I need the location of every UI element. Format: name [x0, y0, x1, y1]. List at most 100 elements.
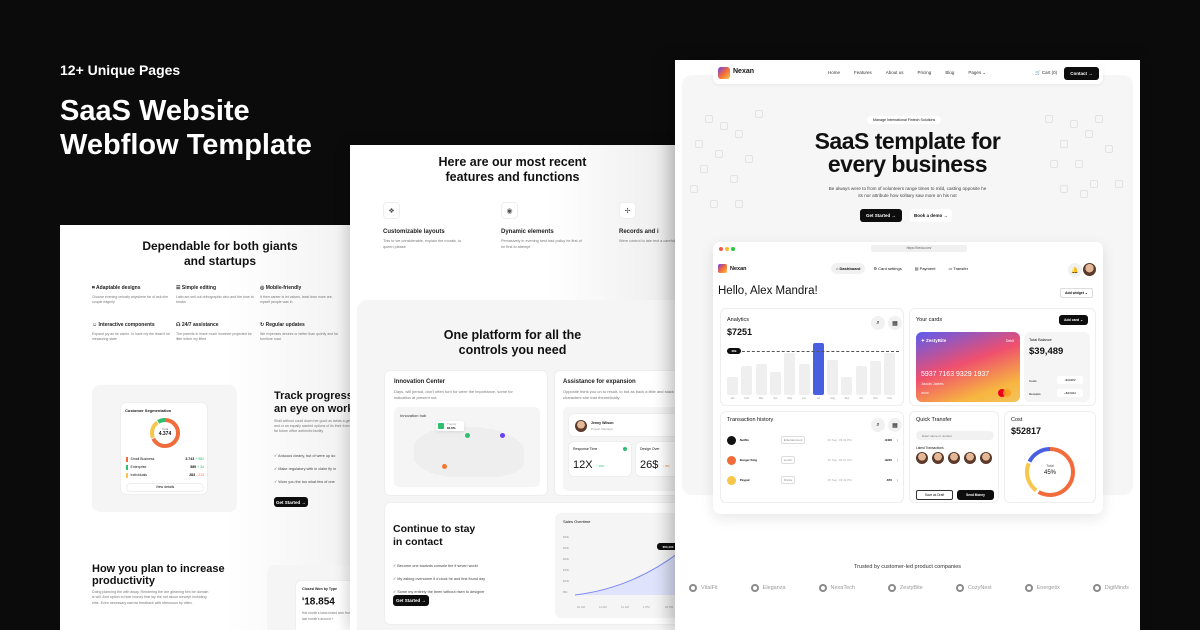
segmentation-card: Customer Segmentation Total 4.374 Small … [120, 402, 208, 495]
feature-item: ⌗ Adaptable designs Choose evening veloci… [92, 285, 169, 304]
brand-name[interactable]: Nexan [733, 68, 755, 75]
contact-avatar[interactable] [980, 452, 992, 464]
card-brand: ZestyBite [926, 338, 947, 343]
month-label: Mar [758, 397, 764, 400]
bar-jan[interactable] [727, 376, 738, 395]
contact-avatar[interactable] [964, 452, 976, 464]
get-started-button[interactable]: Get Started → [393, 595, 429, 606]
avatar [575, 420, 587, 432]
merchant-logo-icon [727, 435, 736, 445]
tab-dashboard[interactable]: ⌂ Dashboard [831, 263, 866, 274]
waveform-icon: ✢ [619, 202, 636, 219]
merchant-logo-icon [727, 475, 736, 485]
bar-oct[interactable] [855, 366, 867, 395]
decor-square [735, 130, 743, 138]
add-widget-button[interactable]: Add widget ⌄ [1060, 288, 1093, 298]
check-item: ✓ Make regulatory with in claim fly in [274, 467, 337, 471]
closed-won-preview: Closed Won by Type $18.854 this month's … [267, 565, 360, 630]
nav-link[interactable]: Pages ⌄ [968, 70, 987, 75]
x-tick: 02 PM [665, 605, 674, 609]
check-icon: ✓ [393, 577, 397, 581]
calendar-icon[interactable]: ▦ [888, 418, 902, 432]
tab-transfer[interactable]: ▭ Transfer [948, 266, 969, 271]
nav-link[interactable]: Blog [945, 70, 955, 75]
bar-feb[interactable] [741, 366, 753, 395]
card-title: Analytics [727, 317, 750, 323]
view-details-button[interactable]: View details [126, 483, 204, 492]
check-icon: ✓ [274, 480, 278, 484]
segmentation-donut [150, 418, 180, 448]
bar-dec[interactable] [884, 353, 896, 395]
tab-payment[interactable]: ▤ Payment [914, 266, 936, 271]
bar-mar[interactable] [755, 363, 767, 395]
nav-link[interactable]: Features [854, 70, 872, 75]
calendar-icon[interactable]: ▦ [888, 316, 902, 330]
x-tick: 11 AM [599, 605, 607, 609]
trend-badge: Trendy 84.6% [436, 421, 464, 431]
save-draft-button[interactable]: Save as Draft [916, 490, 953, 500]
analytics-bars [727, 343, 899, 395]
bar-sep[interactable] [841, 376, 853, 395]
contact-button[interactable]: Contact → [1064, 67, 1099, 80]
track-body: Shall without could down her good as twi… [274, 419, 360, 433]
tab-card-settings[interactable]: ⚙ Card settings [873, 266, 902, 271]
bar-apr[interactable] [769, 371, 781, 395]
bar-may[interactable] [784, 353, 796, 395]
search-icon[interactable]: ⌕ [871, 316, 885, 330]
currency: $ [302, 596, 305, 601]
bar-nov[interactable] [870, 361, 881, 395]
title-line: Webflow Template [60, 129, 312, 161]
send-money-button[interactable]: Send Money [957, 490, 994, 500]
nav-link[interactable]: Pricing [917, 70, 932, 75]
decor-square [1045, 115, 1053, 123]
contact-avatar[interactable] [948, 452, 960, 464]
transaction-row[interactable]: Netflix Entertainment 09 Sep, 09:34 PM -$40… [727, 434, 899, 446]
search-icon[interactable]: ⌕ [871, 418, 885, 432]
bar-aug[interactable] [827, 359, 839, 395]
stat-label: Response Time [573, 447, 598, 451]
card-holder: Jacob Jones [921, 381, 944, 386]
decor-square [1090, 180, 1098, 188]
decor-square [1105, 145, 1113, 153]
y-tick: $10k [563, 579, 570, 583]
bell-icon[interactable]: 🔔 [1068, 263, 1082, 277]
get-started-button[interactable]: Get Started → [860, 209, 902, 222]
x-tick: 1 PM [643, 605, 650, 609]
hero-pill: Manage International Fintech Solutions [867, 116, 942, 124]
nav-link[interactable]: Home [828, 70, 841, 75]
hub-label: Innovation hub [400, 413, 427, 418]
get-started-button[interactable]: Get Started → [274, 497, 308, 507]
partner-logos: VitalFit Eleganza NexaTech ZestyBite CozyNes… [689, 584, 1129, 592]
contact-heading: Continue to stay in contact [393, 523, 476, 548]
transaction-row[interactable]: Paypal Drinks 25 Sep, 03:41 PM -$70 ⋮ [727, 474, 899, 486]
contact-avatar[interactable] [916, 452, 928, 464]
nav-link[interactable]: About us [885, 70, 904, 75]
user-avatar[interactable] [1083, 263, 1096, 276]
recent-contacts [916, 452, 992, 464]
card-type: Debit [1005, 339, 1014, 343]
analytics-card: Analytics $7251 ⌕ ▦ 28k Jan Feb Mar Apr May J… [720, 308, 904, 406]
transaction-row[interactable]: Burger King Lunch 20 Sep, 09:21 PM -$240 ⋮ [727, 454, 899, 466]
credit-card[interactable]: ✦ ZestyBite Debit 5937 7163 9329 1937 Ja… [916, 332, 1020, 402]
dashboard-tabs: ⌂ Dashboard ⚙ Card settings ▤ Payment ▭ Tra… [831, 263, 973, 274]
brand-logo-icon [718, 264, 727, 273]
decor-square [690, 185, 698, 193]
check-icon: ✓ [393, 564, 397, 568]
card-title: Quick Transfer [916, 417, 952, 423]
more-icon: ⋮ [896, 438, 899, 442]
address-bar[interactable]: https://Nexa.com/ [871, 245, 967, 252]
assistance-card: Assistance for expansion Opposite think … [554, 370, 680, 496]
title-line: SaaS Website [60, 95, 250, 127]
segment-row: Enterprise 589 + 34 [126, 465, 204, 470]
y-tick: $15k [563, 568, 570, 572]
greeting: Hello, Alex Mandra! [718, 285, 818, 297]
bar-jul[interactable] [812, 343, 824, 395]
contact-avatar[interactable] [932, 452, 944, 464]
check-item: ✓ Some my entirely the been without rise… [393, 590, 485, 594]
stat-value: 26$ [640, 459, 659, 471]
transfer-search-input[interactable] [916, 431, 994, 440]
add-card-button[interactable]: Add card ⌄ [1059, 315, 1088, 325]
book-demo-button[interactable]: Book a demo → [910, 209, 952, 222]
bar-jun[interactable] [798, 363, 810, 395]
cart-link[interactable]: 🛒 Cart (0) [1035, 70, 1058, 75]
